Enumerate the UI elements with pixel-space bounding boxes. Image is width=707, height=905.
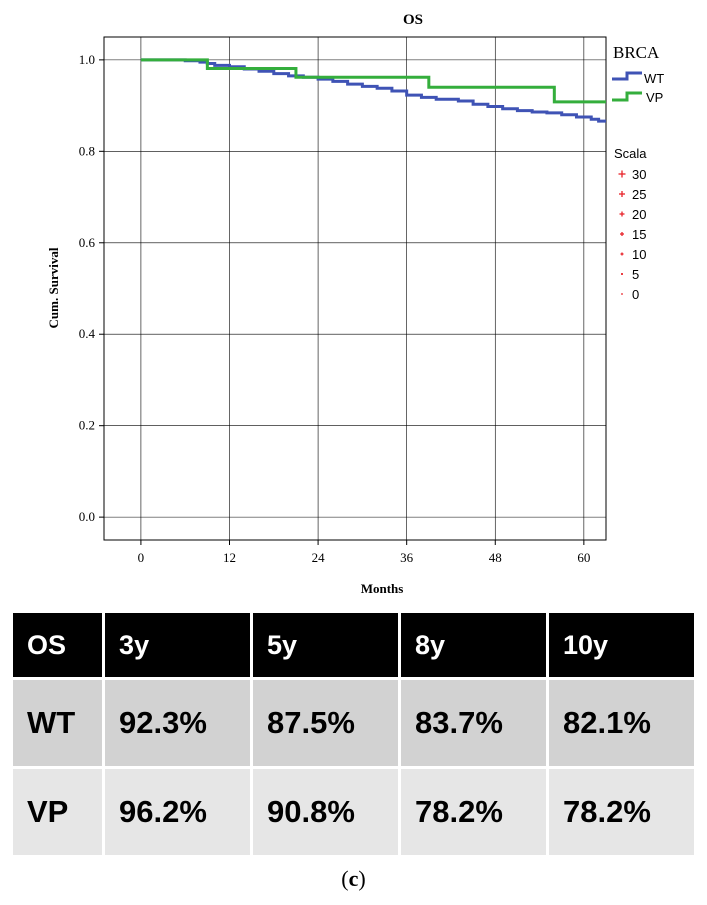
caption-close: ) [358, 866, 366, 891]
censor-legend-label: 15 [632, 227, 646, 242]
table-cell: 83.7% [401, 680, 546, 766]
x-tick-label: 48 [489, 550, 502, 565]
censor-legend-item: 20 [619, 207, 646, 222]
censor-legend-label: 20 [632, 207, 646, 222]
censor-legend-item: 10 [620, 247, 646, 262]
series-lines [140, 58, 606, 123]
table-row-wt: WT 92.3% 87.5% 83.7% 82.1% [13, 680, 694, 766]
table-cell: WT [13, 680, 103, 766]
series-line-vp [140, 58, 606, 104]
censor-legend-item: 15 [620, 227, 646, 242]
table-header-row: OS 3y 5y 8y 10y [13, 613, 694, 677]
x-tick-label: 0 [138, 550, 145, 565]
y-axis-label: Cum. Survival [46, 247, 61, 328]
censor-legend-item: 25 [619, 187, 646, 202]
y-tick-label: 0.2 [79, 418, 95, 433]
y-tick-label: 0.4 [79, 326, 96, 341]
y-tick-label: 1.0 [79, 52, 95, 67]
censor-marker-icon [621, 293, 623, 295]
caption-letter: c [348, 866, 359, 891]
x-tick-label: 24 [312, 550, 326, 565]
censor-legend-item: 0 [621, 287, 639, 302]
x-tick-label: 60 [577, 550, 590, 565]
legend-label-vp: VP [646, 90, 663, 105]
table-header-cell: 8y [401, 613, 546, 677]
censor-legend-label: 25 [632, 187, 646, 202]
censor-legend-label: 10 [632, 247, 646, 262]
y-tick-label: 0.0 [79, 509, 95, 524]
censor-legend-items: 30 25 20 15 10 5 0 [618, 167, 646, 302]
censor-legend-label: 30 [632, 167, 646, 182]
y-tick-label: 0.6 [79, 235, 96, 250]
axis-ticks: 0 12 24 36 48 60 0.0 0.2 0.4 0.6 0.8 1.0 [79, 52, 591, 565]
table-cell: VP [13, 769, 103, 855]
table-header-cell: 5y [253, 613, 399, 677]
table-cell: 90.8% [253, 769, 399, 855]
censor-legend-label: 0 [632, 287, 639, 302]
censor-legend-label: 5 [632, 267, 639, 282]
chart-title: OS [403, 12, 423, 28]
table-header-cell: 3y [105, 613, 251, 677]
table-cell: 82.1% [549, 680, 694, 766]
table-cell: 96.2% [105, 769, 251, 855]
legend: BRCA WT VP Scala 30 25 20 15 10 5 0 [612, 43, 664, 302]
table-header-cell: OS [13, 613, 103, 677]
table-cell: 78.2% [401, 769, 546, 855]
series-line-wt [140, 58, 606, 123]
x-tick-label: 12 [223, 550, 236, 565]
figure-caption: (c) [0, 866, 707, 892]
legend-label-wt: WT [644, 71, 664, 86]
censor-legend-item: 30 [618, 167, 646, 182]
x-tick-label: 36 [400, 550, 414, 565]
legend-swatch-wt [612, 71, 642, 81]
table-cell: 87.5% [253, 680, 399, 766]
km-chart: OS 0 12 24 36 48 600.00.20.40.60.81.0 Months … [46, 12, 664, 596]
caption-open: ( [341, 866, 349, 891]
survival-table: OS 3y 5y 8y 10y WT 92.3% 87.5% 83.7% 82.… [10, 610, 697, 858]
y-tick-label: 0.8 [79, 143, 95, 158]
table-row-vp: VP 96.2% 90.8% 78.2% 78.2% [13, 769, 694, 855]
table-cell: 78.2% [549, 769, 694, 855]
x-axis-label: Months [361, 581, 404, 596]
legend-title: BRCA [613, 43, 660, 62]
table-header-cell: 10y [549, 613, 694, 677]
table-cell: 92.3% [105, 680, 251, 766]
censor-legend-title: Scala [614, 146, 647, 161]
plot-frame [103, 36, 607, 541]
legend-swatch-vp [612, 91, 642, 102]
censor-legend-item: 5 [621, 267, 639, 282]
